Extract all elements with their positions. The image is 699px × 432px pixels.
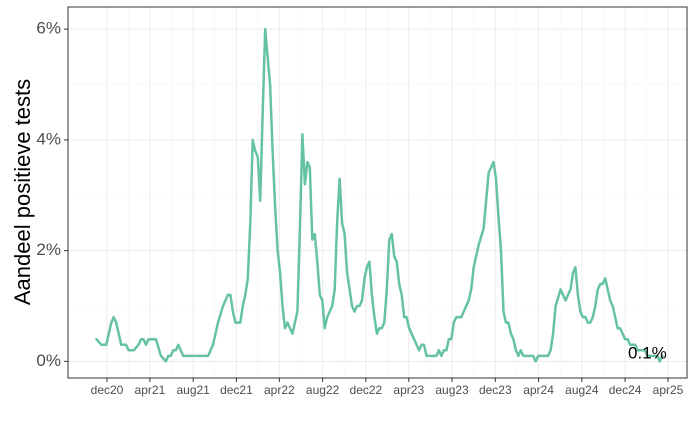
x-tick-label: dec22 — [350, 383, 383, 397]
y-axis: 0% 2% 4% 6% — [36, 19, 68, 370]
plot-border — [67, 6, 688, 379]
x-axis: dec20 apr21 aug21 dec21 apr22 aug22 dec22 apr23… — [91, 378, 684, 397]
x-tick-label: aug24 — [565, 383, 599, 397]
x-tick-label: dec20 — [91, 383, 124, 397]
plot-background — [67, 6, 688, 379]
x-tick-label: apr21 — [135, 383, 166, 397]
x-tick-label: dec21 — [220, 383, 253, 397]
series-line — [95, 27, 664, 363]
grid-minor — [68, 7, 687, 378]
x-tick-label: apr25 — [653, 383, 684, 397]
y-tick-label: 0% — [36, 351, 61, 370]
annotation-label: 0.1% — [628, 343, 667, 362]
x-tick-label: aug21 — [176, 383, 210, 397]
x-tick-label: aug22 — [306, 383, 340, 397]
x-tick-label: aug23 — [435, 383, 469, 397]
y-tick-label: 2% — [36, 240, 61, 259]
y-tick-label: 6% — [36, 19, 61, 38]
x-tick-label: apr24 — [523, 383, 554, 397]
x-tick-label: dec23 — [479, 383, 512, 397]
x-tick-label: dec24 — [609, 383, 642, 397]
x-tick-label: apr23 — [393, 383, 424, 397]
y-tick-label: 4% — [36, 129, 61, 148]
y-axis-label: Aandeel positieve tests — [10, 79, 35, 305]
x-tick-label: apr22 — [264, 383, 295, 397]
annotations: 0.1% — [628, 343, 667, 362]
grid-major — [68, 7, 687, 378]
